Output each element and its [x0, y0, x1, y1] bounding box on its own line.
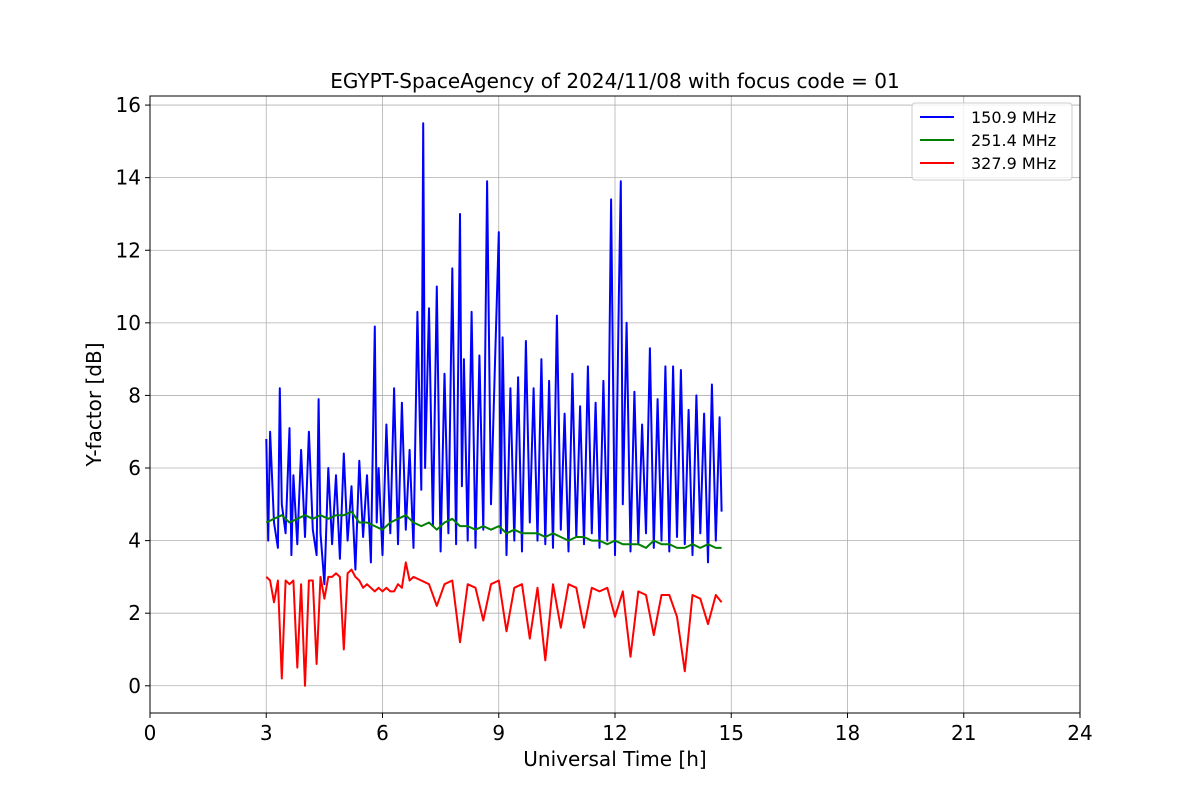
series-line-1 [265, 510, 722, 549]
y-tick-label: 14 [116, 166, 141, 190]
x-axis-label: Universal Time [h] [523, 747, 706, 771]
y-tick-label: 16 [116, 93, 141, 117]
y-tick-label: 8 [128, 383, 141, 407]
x-tick-label: 24 [1067, 721, 1092, 745]
x-tick-label: 6 [376, 721, 389, 745]
series-line-2 [265, 561, 723, 687]
x-tick-label: 0 [144, 721, 157, 745]
chart-title: EGYPT-SpaceAgency of 2024/11/08 with foc… [330, 69, 899, 93]
series-line-0 [265, 122, 723, 586]
legend-label-0: 150.9 MHz [971, 108, 1056, 127]
legend-label-2: 327.9 MHz [971, 154, 1056, 173]
x-tick-label: 12 [602, 721, 627, 745]
x-tick-label: 15 [719, 721, 744, 745]
x-tick-label: 21 [951, 721, 976, 745]
legend-label-1: 251.4 MHz [971, 131, 1056, 150]
y-tick-label: 2 [128, 601, 141, 625]
y-tick-label: 12 [116, 238, 141, 262]
y-axis-label: Y-factor [dB] [82, 342, 106, 467]
x-tick-label: 9 [492, 721, 505, 745]
legend: 150.9 MHz 251.4 MHz 327.9 MHz [911, 102, 1073, 181]
x-tick-label: 3 [260, 721, 273, 745]
y-tick-label: 0 [128, 674, 141, 698]
y-tick-label: 4 [128, 529, 141, 553]
y-tick-label: 10 [116, 311, 141, 335]
x-tick-label: 18 [835, 721, 860, 745]
legend-box [911, 102, 1073, 181]
series-lines [265, 122, 723, 687]
y-tick-label: 6 [128, 456, 141, 480]
